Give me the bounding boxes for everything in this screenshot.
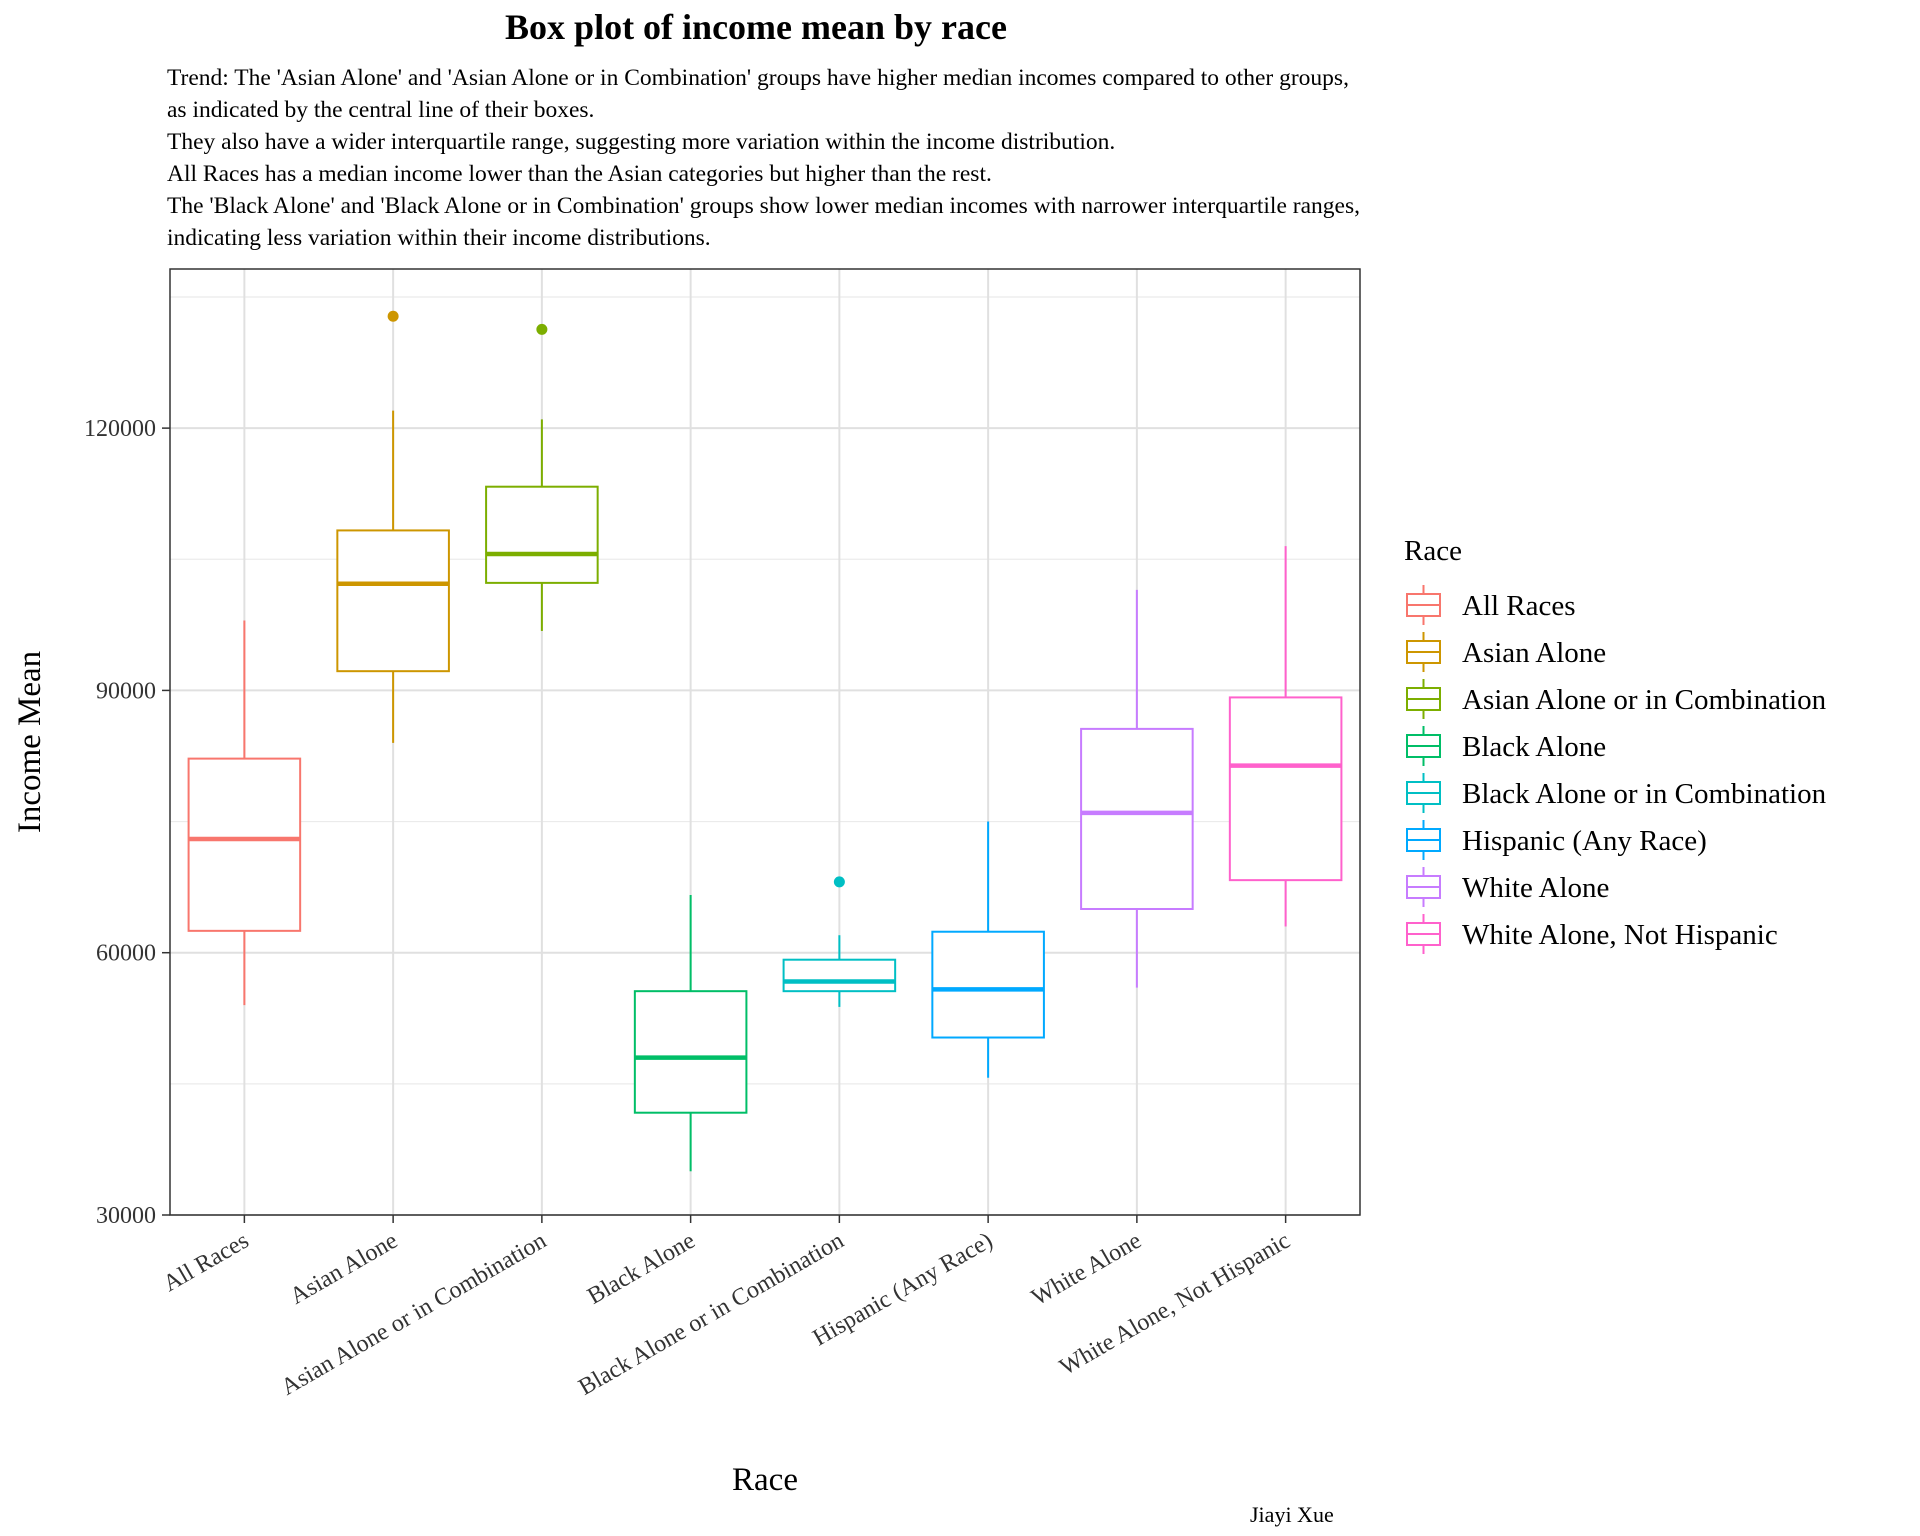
legend-item: Black Alone or in Combination [1406,773,1827,813]
legend-label: White Alone [1462,872,1609,904]
legend-label: Asian Alone [1462,637,1606,669]
box-iqr [187,757,302,932]
box-iqr [931,930,1045,1039]
subtitle-line: All Races has a median income lower than… [167,161,992,187]
legend-item: White Alone, Not Hispanic [1406,914,1778,954]
y-axis-title: Income Mean [12,651,48,833]
box-iqr [1228,696,1343,882]
box-3 [633,895,748,1172]
outlier-point [387,310,399,322]
legend-label: White Alone, Not Hispanic [1462,919,1778,951]
legend-item: Hispanic (Any Race) [1406,820,1707,860]
y-tick-label: 30000 [96,1203,156,1229]
legend-title: Race [1404,535,1462,567]
plot-border [169,268,1361,1216]
outlier-point [833,876,845,888]
subtitle-line: They also have a wider interquartile ran… [167,129,1116,155]
box-iqr [633,990,748,1114]
box-0 [187,620,302,1006]
outlier-point [536,323,548,335]
x-tick-label: Black Alone or in Combination [574,1228,848,1401]
legend-label: Hispanic (Any Race) [1462,825,1707,857]
box-iqr [1080,727,1194,910]
y-tick-label: 60000 [96,941,156,967]
legend-label: Black Alone [1462,731,1606,763]
box-2 [485,323,599,631]
legend-item: Asian Alone [1406,632,1606,672]
subtitle-line: Trend: The 'Asian Alone' and 'Asian Alon… [167,65,1349,91]
x-tick-label: Asian Alone [286,1228,402,1310]
chart-subtitle: Trend: The 'Asian Alone' and 'Asian Alon… [167,62,1867,254]
box-iqr [782,958,897,993]
y-tick-label: 120000 [84,416,156,442]
box-7 [1228,546,1343,927]
legend-item: Black Alone [1406,726,1606,766]
box-series [187,310,1343,1172]
legend-item: White Alone [1406,867,1609,907]
legend-label: Asian Alone or in Combination [1462,684,1827,716]
box-4 [782,876,897,1007]
x-tick-label: White Alone [1027,1228,1146,1312]
legend-label: All Races [1462,590,1576,622]
y-tick-label: 90000 [96,678,156,704]
box-iqr [336,529,450,673]
box-6 [1080,589,1194,988]
box-5 [931,821,1045,1078]
x-tick-label: Asian Alone or in Combination [277,1228,551,1401]
chart-caption: Jiayi Xue [1250,1502,1334,1527]
x-tick-label: Black Alone [583,1228,699,1310]
box-1 [336,310,450,743]
legend-item: All Races [1406,585,1576,625]
legend-label: Black Alone or in Combination [1462,778,1827,810]
subtitle-line: The 'Black Alone' and 'Black Alone or in… [167,193,1360,219]
x-axis-title: Race [732,1462,798,1498]
box-iqr [485,485,599,584]
chart-title: Box plot of income mean by race [505,7,1007,47]
legend: Race All Races Asian Alone Asian Alone or … [1404,535,1827,954]
subtitle-line: indicating less variation within their i… [167,225,711,251]
subtitle-line: as indicated by the central line of thei… [167,97,595,123]
x-tick-label: All Races [159,1228,253,1298]
y-axis: 30000 60000 90000 120000 [84,416,170,1229]
legend-item: Asian Alone or in Combination [1406,679,1827,719]
